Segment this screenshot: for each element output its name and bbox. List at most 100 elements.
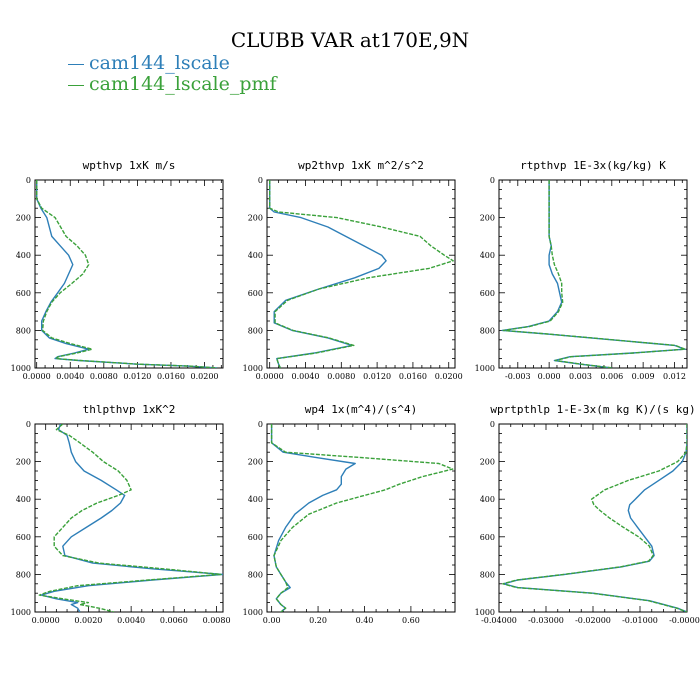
y-tick-label: 1000 <box>475 608 495 617</box>
panel-title: wprtpthlp 1-E-3x(m kg K)/(s kg) <box>490 403 695 416</box>
y-tick-label: 0 <box>490 420 495 429</box>
x-tick-label: 0.0080 <box>327 372 355 381</box>
panel-title: wp2thvp 1xK m^2/s^2 <box>298 159 424 172</box>
x-tick-label: 0.0000 <box>23 372 51 381</box>
y-tick-label: 1000 <box>243 364 263 373</box>
y-tick-label: 1000 <box>243 608 263 617</box>
x-tick-label: 0.40 <box>356 616 374 625</box>
y-tick-label: 1000 <box>11 608 31 617</box>
x-tick-label: 0.00 <box>263 616 281 625</box>
figure-title: CLUBB VAR at170E,9N <box>230 28 470 52</box>
panel-title: rtpthvp 1E-3x(kg/kg) K <box>520 159 666 172</box>
y-tick-label: 400 <box>480 495 495 504</box>
x-tick-label: 0.0200 <box>435 372 463 381</box>
legend-label: cam144_lscale <box>89 52 230 74</box>
x-tick-label: 0.0120 <box>363 372 391 381</box>
x-tick-label: 0.0080 <box>90 372 118 381</box>
x-tick-label: 0.0040 <box>291 372 319 381</box>
y-tick-label: 400 <box>480 251 495 260</box>
panel-title: thlpthvp 1xK^2 <box>83 403 176 416</box>
y-tick-label: 800 <box>16 326 31 335</box>
panel-frame <box>34 179 224 369</box>
legend-entry-1: cam144_lscale <box>68 52 230 74</box>
x-tick-label: -0.003 <box>505 372 531 381</box>
x-tick-label: -0.02000 <box>575 616 611 625</box>
legend-entry-2: cam144_lscale_pmf <box>68 73 277 95</box>
y-tick-label: 800 <box>480 570 495 579</box>
legend-line-icon <box>68 84 84 86</box>
y-tick-label: 800 <box>16 570 31 579</box>
x-tick-label: 0.003 <box>569 372 592 381</box>
y-tick-label: 0 <box>26 420 31 429</box>
series-line-2 <box>502 424 687 612</box>
series-line-2 <box>269 180 454 368</box>
x-tick-label: 0.0020 <box>74 616 102 625</box>
y-tick-label: 600 <box>248 289 263 298</box>
x-tick-label: 0.0160 <box>399 372 427 381</box>
y-tick-label: 600 <box>16 533 31 542</box>
y-tick-label: 800 <box>248 326 263 335</box>
y-tick-label: 800 <box>480 326 495 335</box>
x-tick-label: 0.0060 <box>160 616 188 625</box>
y-tick-label: 0 <box>258 420 263 429</box>
y-tick-label: 200 <box>248 214 263 223</box>
x-tick-label: 0.20 <box>309 616 327 625</box>
x-tick-label: 0.006 <box>600 372 623 381</box>
legend-line-icon <box>68 63 84 65</box>
x-tick-label: -0.01000 <box>622 616 658 625</box>
x-tick-label: 0.60 <box>402 616 420 625</box>
legend-label: cam144_lscale_pmf <box>89 73 277 95</box>
x-tick-label: 0.0200 <box>191 372 219 381</box>
x-tick-label: 0.0000 <box>32 616 60 625</box>
x-tick-label: 0.0120 <box>123 372 151 381</box>
series-line-2 <box>270 424 454 612</box>
y-tick-label: 600 <box>480 533 495 542</box>
series-line-1 <box>503 424 687 612</box>
series-line-1 <box>270 424 356 612</box>
y-tick-label: 600 <box>248 533 263 542</box>
y-tick-label: 0 <box>490 176 495 185</box>
y-tick-label: 200 <box>480 458 495 467</box>
x-tick-label: 0.0160 <box>157 372 185 381</box>
y-tick-label: 200 <box>480 214 495 223</box>
series-line-1 <box>269 180 387 368</box>
y-tick-label: 1000 <box>475 364 495 373</box>
y-tick-label: 600 <box>480 289 495 298</box>
series-line-1 <box>36 180 218 368</box>
x-tick-label: 0.000 <box>538 372 561 381</box>
series-line-2 <box>38 424 222 612</box>
y-tick-label: 400 <box>248 495 263 504</box>
panel-frame <box>498 179 688 369</box>
x-tick-label: -0.03000 <box>528 616 564 625</box>
y-tick-label: 400 <box>16 251 31 260</box>
panel-title: wp4 1x(m^4)/(s^4) <box>305 403 418 416</box>
series-line-1 <box>501 180 686 368</box>
series-line-1 <box>40 424 223 612</box>
panel-frame <box>34 423 224 613</box>
x-tick-label: 0.0080 <box>203 616 231 625</box>
panel-title: wpthvp 1xK m/s <box>83 159 176 172</box>
series-line-2 <box>502 180 686 368</box>
x-tick-label: 0.009 <box>632 372 655 381</box>
x-tick-label: 0.0040 <box>56 372 84 381</box>
y-tick-label: 0 <box>26 176 31 185</box>
y-tick-label: 1000 <box>11 364 31 373</box>
y-tick-label: 200 <box>16 214 31 223</box>
series-line-2 <box>36 180 218 368</box>
y-tick-label: 200 <box>248 458 263 467</box>
x-tick-label: 0.0040 <box>117 616 145 625</box>
y-tick-label: 600 <box>16 289 31 298</box>
panel-frame <box>266 179 456 369</box>
panel-3: rtpthvp 1E-3x(kg/kg) K 0 200 400 600 800 1000 -… <box>475 159 688 381</box>
panel-2: wp2thvp 1xK m^2/s^2020040060080010000.00… <box>243 159 463 381</box>
x-tick-label: 0.0000 <box>256 372 284 381</box>
y-tick-label: 200 <box>16 458 31 467</box>
y-tick-label: 0 <box>258 176 263 185</box>
y-tick-label: 800 <box>248 570 263 579</box>
x-tick-label: 0.012 <box>663 372 686 381</box>
y-tick-label: 400 <box>248 251 263 260</box>
